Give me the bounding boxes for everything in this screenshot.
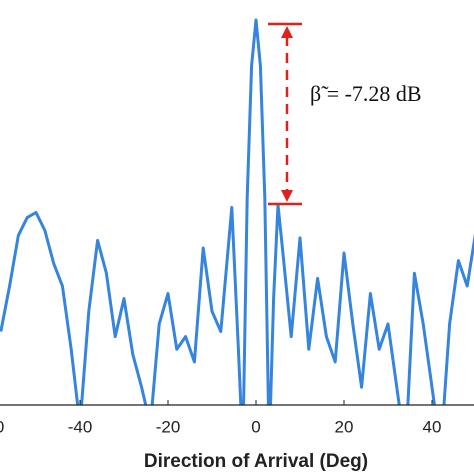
annotation: β̃ = -7.28 dB [310, 81, 422, 106]
x-tick-label: -60 [0, 417, 4, 436]
plot-area [0, 18, 474, 405]
x-tick-label: -40 [68, 417, 93, 436]
data-line [0, 18, 474, 405]
annotation-arrow [268, 22, 302, 206]
x-tick-label: -20 [156, 417, 181, 436]
x-tick-label: 0 [251, 417, 260, 436]
x-tick-label: 40 [423, 417, 442, 436]
x-tick-label: 20 [335, 417, 354, 436]
x-axis-label: Direction of Arrival (Deg) [144, 451, 368, 472]
